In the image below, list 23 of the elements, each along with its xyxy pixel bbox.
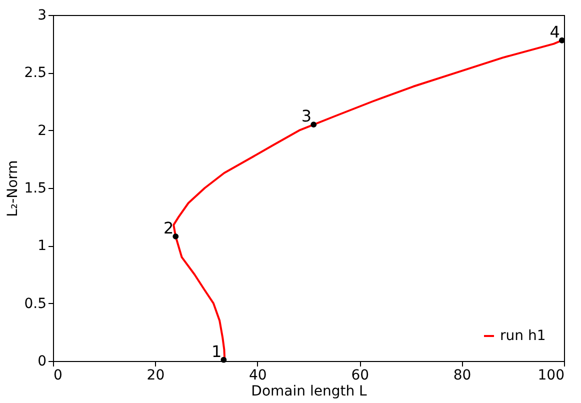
annotation: 3 [301, 106, 312, 126]
y-tick-label: 2 [38, 122, 46, 139]
x-tick-label: 40 [248, 368, 267, 384]
y-tick-label: 0 [38, 354, 46, 370]
y-tick-label: 1.5 [24, 180, 46, 196]
point [220, 356, 227, 363]
legend-label: run h1 [500, 328, 546, 344]
y-tick-label: 0.5 [24, 296, 46, 312]
x-tick-label: 60 [351, 368, 370, 384]
y-tick-label: 1 [38, 238, 46, 254]
x-axis-title: Domain length L [251, 384, 368, 400]
x-tick-label: 0 [54, 368, 62, 384]
x-tick-label: 20 [146, 368, 165, 384]
y-tick-label: 3 [38, 8, 46, 24]
point [310, 122, 317, 128]
y-axis-title: L₂-Norm [5, 160, 22, 217]
annotation: 1 [211, 342, 222, 361]
x-tick-label: 80 [453, 368, 472, 384]
point [172, 233, 179, 240]
x-tick-label: 100 [538, 368, 564, 384]
annotation: 4 [550, 22, 560, 42]
y-tick-label: 2.5 [24, 65, 46, 82]
annotation: 2 [163, 218, 174, 238]
